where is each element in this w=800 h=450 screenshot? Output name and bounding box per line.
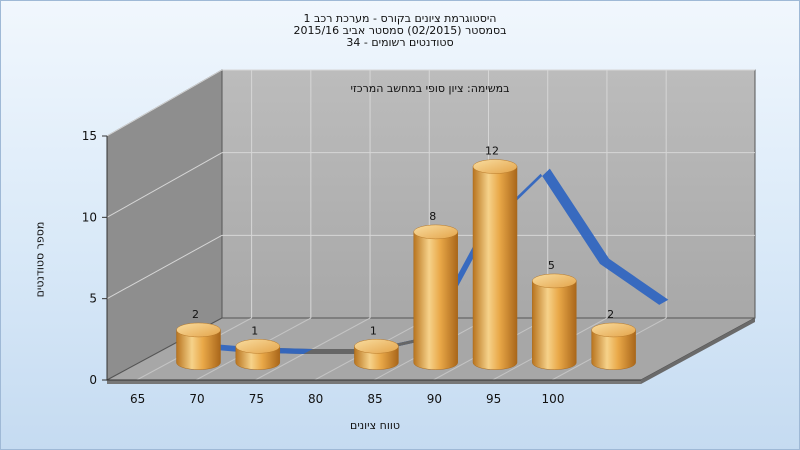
bar-data-label: 2 (607, 308, 614, 321)
bar-data-label: 1 (251, 324, 258, 337)
chart-subtitle: במשימה: ציון סופי במחשב המרכזי (350, 82, 510, 95)
bar-data-label: 12 (485, 145, 499, 158)
bar-top (591, 322, 636, 338)
bar: 1 (354, 324, 399, 370)
curve-floor-segment (303, 335, 432, 354)
x-tick-label: 90 (427, 392, 442, 406)
x-tick-label: 100 (542, 392, 565, 406)
chart-title-line-2: בסמסטר (02/2015) סמסטר אביב 2015/16 (293, 24, 507, 37)
x-axis-label: טווח ציונים (350, 419, 400, 432)
chart-title-line-3: סטודנטים רשומים - 34 (346, 36, 454, 49)
bar-body (472, 166, 518, 370)
bar-body (591, 329, 636, 370)
bar-body (176, 329, 221, 370)
chart-title-line-1: היסטוגרמת ציונים בקורס - מערכת רכב 1 (303, 12, 497, 25)
bar-top (176, 322, 221, 338)
bar-data-label: 8 (429, 210, 436, 223)
y-gridline-side (106, 69, 223, 137)
bar-body (413, 231, 458, 370)
y-tick-label: 0 (89, 373, 97, 387)
bar: 12 (472, 145, 518, 370)
y-tick-label: 15 (82, 129, 97, 143)
bar: 2 (591, 308, 636, 370)
bar: 2 (176, 308, 221, 370)
floor-edge-side (641, 318, 755, 384)
bar-top (413, 224, 458, 240)
x-tick-label: 85 (367, 392, 382, 406)
bar-top (532, 273, 577, 289)
x-tick-label: 95 (486, 392, 501, 406)
y-tick-label: 5 (89, 292, 97, 306)
bar-top (354, 339, 399, 354)
y-tick-label: 10 (82, 210, 97, 224)
x-tick-label: 65 (130, 392, 145, 406)
bar-data-label: 2 (192, 308, 199, 321)
x-tick-label: 75 (249, 392, 264, 406)
bar-data-label: 5 (548, 259, 555, 272)
bar: 1 (235, 324, 281, 370)
x-tick-label: 80 (308, 392, 323, 406)
bar-top (235, 339, 281, 354)
y-axis-label: מספר סטודנטים (33, 221, 47, 298)
bar-top (472, 159, 518, 174)
bar-body (532, 280, 577, 370)
bar-data-label: 1 (370, 324, 377, 337)
x-tick-label: 70 (189, 392, 204, 406)
y-gridline-side (106, 234, 223, 300)
bar: 8 (413, 210, 458, 370)
floor-edge-front (107, 380, 641, 384)
bar: 5 (532, 259, 577, 370)
y-gridline-side (106, 152, 223, 218)
